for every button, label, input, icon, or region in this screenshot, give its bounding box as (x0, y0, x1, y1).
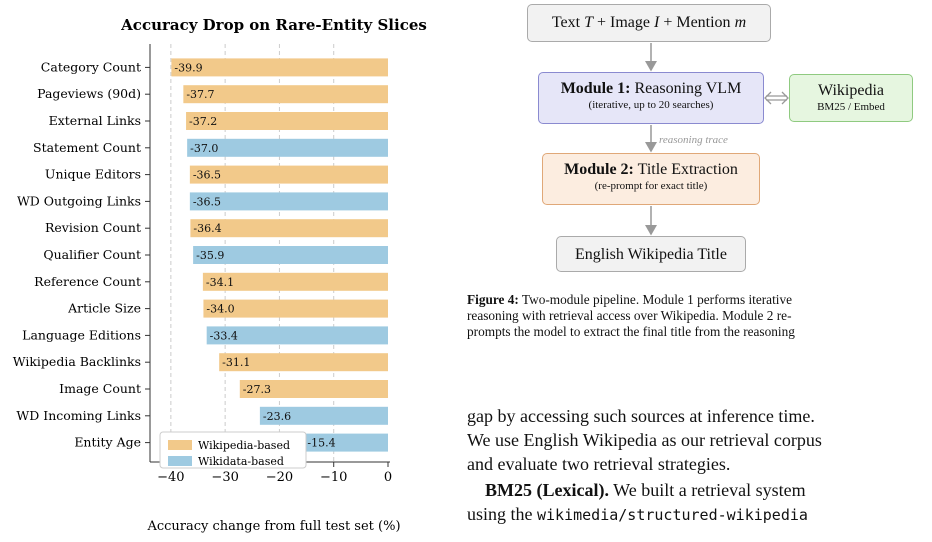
input-var-m: m (734, 14, 747, 31)
bar-12 (239, 380, 388, 398)
y-axis-labels: Category Count Pageviews (90d) External Li… (13, 59, 150, 450)
output-node: English Wikipedia Title (556, 236, 746, 272)
dataset-code: wikimedia/structured-wikipedia (537, 506, 808, 524)
wikipedia-sub: BM25 / Embed (817, 101, 885, 113)
bar-9 (203, 299, 388, 318)
input-var-t: T (584, 14, 593, 31)
x-tick-label: −20 (266, 470, 293, 485)
bar-8 (202, 272, 388, 291)
body-paragraph: gap by accessing such sources at inferen… (467, 404, 932, 527)
bar-value-label: -33.4 (210, 329, 238, 342)
module1-bold: Module 1: (560, 80, 631, 97)
x-tick-label: −30 (211, 470, 238, 485)
module1-sub: (iterative, up to 20 searches) (588, 99, 714, 111)
x-axis-label: Accuracy change from full test set (%) (146, 519, 400, 534)
bar-6 (190, 219, 388, 238)
category-label: External Links (49, 113, 141, 128)
module1-title: Reasoning VLM (630, 80, 742, 97)
category-label: Article Size (67, 301, 141, 316)
legend-box (159, 431, 307, 469)
wikipedia-node: Wikipedia BM25 / Embed (789, 74, 913, 122)
input-text-mid1: + Image (592, 14, 654, 31)
bar-value-label: -37.7 (186, 88, 214, 101)
diagram-arrows: reasoning trace (645, 43, 789, 236)
bar-value-label: -36.4 (193, 222, 221, 235)
bar-value-label: -37.2 (189, 115, 217, 128)
category-label: Image Count (59, 381, 141, 396)
x-tick-label: −10 (320, 470, 347, 485)
module1-node: Module 1: Reasoning VLM (iterative, up t… (538, 72, 764, 124)
bar-3 (187, 138, 388, 157)
edge-label-reasoning-trace: reasoning trace (659, 134, 728, 146)
category-label: Pageviews (90d) (37, 86, 141, 101)
chart-legend: Wikipedia-based Wikidata-based (159, 431, 307, 469)
legend-label-wd: Wikidata-based (198, 455, 284, 468)
bar-value-label: -39.9 (174, 61, 202, 74)
x-tick-label: 0 (384, 470, 392, 485)
bar-value-label: -15.4 (307, 437, 335, 450)
category-label: Statement Count (33, 140, 141, 155)
input-text-mid2: + Mention (659, 14, 735, 31)
category-label: Qualifier Count (43, 247, 141, 262)
body-line3: and evaluate two retrieval strategies. (467, 454, 731, 474)
category-label: Unique Editors (45, 167, 141, 182)
bar-value-label: -34.0 (206, 303, 234, 316)
bar-value-label: -34.1 (206, 276, 234, 289)
caption-line3: prompts the model to extract the final t… (467, 324, 795, 339)
body-line2: We use English Wikipedia as our retrieva… (467, 430, 822, 450)
bar-chart: Accuracy Drop on Rare-Entity Slices -39.… (13, 16, 427, 534)
input-node: Text T + Image I + Mention m (527, 4, 771, 42)
body-line1: gap by accessing such sources at inferen… (467, 406, 815, 426)
bidirectional-arrow (764, 91, 789, 105)
bar-value-label: -31.1 (222, 356, 250, 369)
caption-line1: Two-module pipeline. Module 1 performs i… (518, 292, 793, 307)
category-label: Wikipedia Backlinks (13, 354, 141, 369)
bar-value-label: -37.0 (190, 142, 218, 155)
bar-value-label: -35.9 (196, 249, 224, 262)
bar-5 (189, 192, 388, 211)
module2-bold: Module 2: (564, 161, 634, 178)
bar-2 (186, 112, 388, 130)
x-tick-label: −40 (157, 470, 184, 485)
chart-title: Accuracy Drop on Rare-Entity Slices (120, 16, 427, 34)
bar-7 (193, 246, 388, 264)
input-text-prefix: Text (551, 14, 585, 31)
module2-title: Title Extraction (633, 161, 738, 178)
bar-14 (304, 433, 388, 452)
chart-bars: -39.9 -37.7 -37.2 -37.0 -36.5 -36.5 -36.4 -35.9… (171, 58, 388, 452)
bar-0 (171, 58, 388, 77)
module2-sub: (re-prompt for exact title) (594, 180, 708, 192)
bm25-heading: BM25 (Lexical). (485, 480, 609, 500)
bar-10 (206, 326, 388, 345)
body-line4: We built a retrieval system (608, 480, 806, 500)
bar-13 (259, 406, 388, 425)
category-label: Category Count (41, 59, 141, 74)
figure-caption: Figure 4: Two-module pipeline. Module 1 … (467, 292, 932, 340)
output-label: English Wikipedia Title (575, 246, 727, 263)
wikipedia-title: Wikipedia (818, 82, 884, 99)
legend-swatch-wd (168, 456, 192, 466)
caption-line2: reasoning with retrieval access over Wik… (467, 308, 792, 323)
body-line5: using the (467, 504, 537, 524)
module2-node: Module 2: Title Extraction (re-prompt fo… (542, 153, 760, 205)
bar-value-label: -27.3 (243, 383, 271, 396)
bar-value-label: -23.6 (263, 410, 291, 423)
category-label: Reference Count (34, 274, 141, 289)
bar-value-label: -36.5 (193, 169, 221, 182)
bar-value-label: -36.5 (193, 195, 221, 208)
input-var-i: I (653, 14, 660, 31)
bar-11 (219, 353, 388, 372)
bar-4 (189, 165, 388, 184)
bar-1 (183, 85, 388, 104)
legend-label-wp: Wikipedia-based (198, 439, 290, 452)
category-label: Language Editions (22, 327, 141, 342)
category-label: WD Outgoing Links (17, 193, 141, 208)
legend-swatch-wp (168, 440, 192, 450)
category-label: Revision Count (45, 220, 141, 235)
category-label: Entity Age (74, 435, 141, 450)
category-label: WD Incoming Links (16, 408, 141, 423)
caption-label: Figure 4: (467, 292, 519, 307)
